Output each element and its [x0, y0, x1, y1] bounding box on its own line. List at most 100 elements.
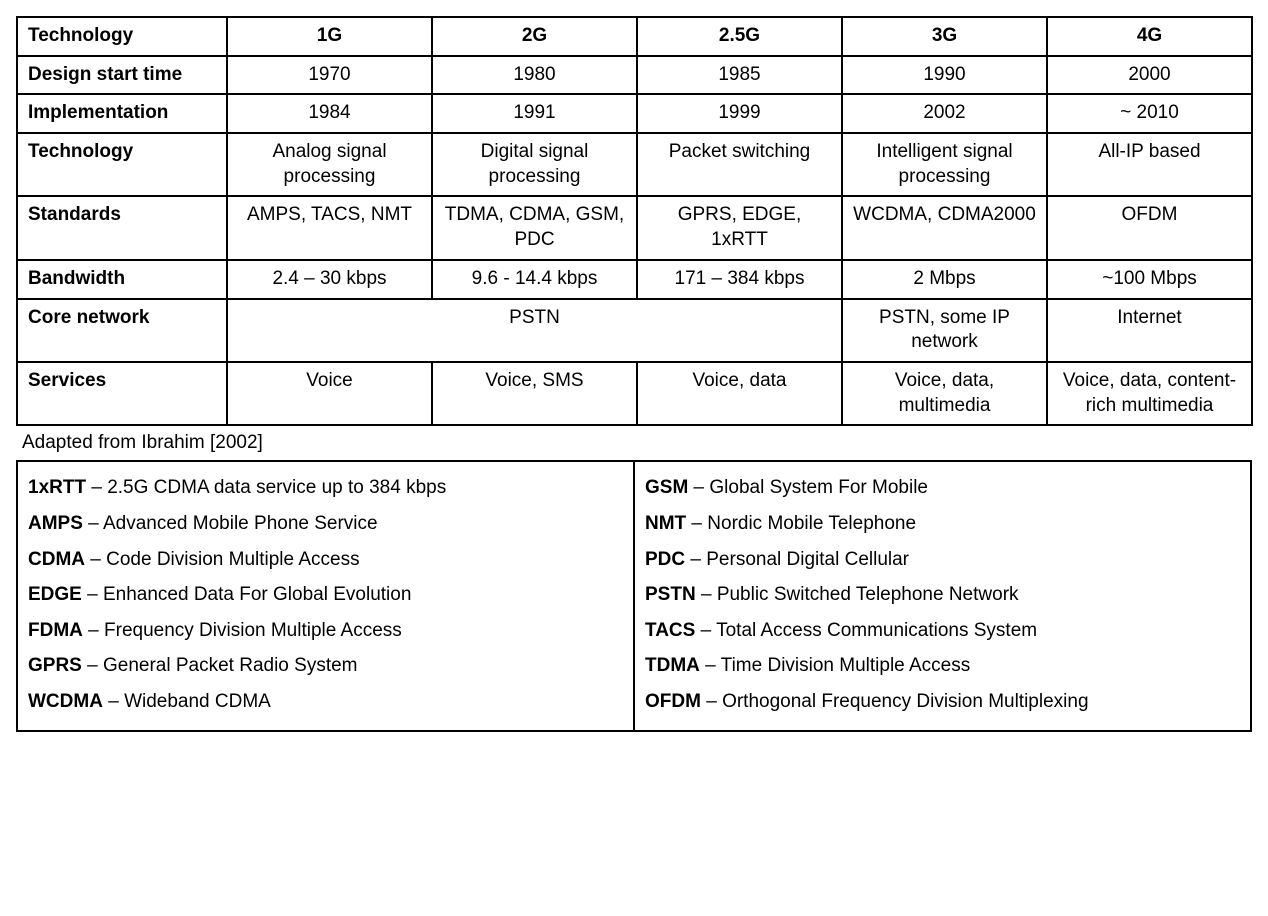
table-caption: Adapted from Ibrahim [2002]: [16, 426, 1252, 458]
table-cell: Analog signal processing: [227, 133, 432, 196]
table-cell: 1984: [227, 94, 432, 133]
table-row-services: Services Voice Voice, SMS Voice, data Vo…: [17, 362, 1252, 425]
table-row: TechnologyAnalog signal processingDigita…: [17, 133, 1252, 196]
glossary-definition: Total Access Communications System: [716, 620, 1037, 641]
table-cell: AMPS, TACS, NMT: [227, 196, 432, 259]
row-label: Technology: [17, 133, 227, 196]
table-row-core-network: Core network PSTN PSTN, some IP network …: [17, 299, 1252, 362]
glossary-definition: Advanced Mobile Phone Service: [103, 513, 378, 534]
glossary-term: CDMA: [28, 549, 85, 570]
table-row: StandardsAMPS, TACS, NMTTDMA, CDMA, GSM,…: [17, 196, 1252, 259]
row-label: Bandwidth: [17, 260, 227, 299]
glossary-term: PSTN: [645, 584, 696, 605]
table-row: Bandwidth2.4 – 30 kbps9.6 - 14.4 kbps171…: [17, 260, 1252, 299]
table-cell: 2 Mbps: [842, 260, 1047, 299]
table-cell: Digital signal processing: [432, 133, 637, 196]
glossary-definition: Orthogonal Frequency Division Multiplexi…: [722, 691, 1088, 712]
table-cell: 2002: [842, 94, 1047, 133]
glossary-item: TDMA – Time Division Multiple Access: [645, 648, 1240, 684]
table-cell: 1991: [432, 94, 637, 133]
table-cell: Packet switching: [637, 133, 842, 196]
glossary-definition: Code Division Multiple Access: [106, 549, 359, 570]
glossary-term: TACS: [645, 620, 695, 641]
row-label: Implementation: [17, 94, 227, 133]
glossary-term: OFDM: [645, 691, 701, 712]
row-label: Design start time: [17, 56, 227, 95]
glossary-item: 1xRTT – 2.5G CDMA data service up to 384…: [28, 470, 623, 506]
table-cell: 171 – 384 kbps: [637, 260, 842, 299]
glossary-definition: Time Division Multiple Access: [721, 655, 971, 676]
table-cell: Intelligent signal processing: [842, 133, 1047, 196]
table-cell: 1999: [637, 94, 842, 133]
header-gen: 2.5G: [637, 17, 842, 56]
table-cell: Voice, data: [637, 362, 842, 425]
glossary-item: TACS – Total Access Communications Syste…: [645, 613, 1240, 649]
table-cell: 1985: [637, 56, 842, 95]
glossary-term: 1xRTT: [28, 477, 86, 498]
glossary-definition: Nordic Mobile Telephone: [707, 513, 916, 534]
glossary-left-column: 1xRTT – 2.5G CDMA data service up to 384…: [17, 461, 634, 730]
table-cell: Voice, data, content-rich multimedia: [1047, 362, 1252, 425]
row-label: Services: [17, 362, 227, 425]
table-cell: 2.4 – 30 kbps: [227, 260, 432, 299]
glossary-item: AMPS – Advanced Mobile Phone Service: [28, 506, 623, 542]
document-root: Technology 1G 2G 2.5G 3G 4G Design start…: [16, 16, 1252, 732]
glossary-definition: Global System For Mobile: [709, 477, 928, 498]
glossary-definition: 2.5G CDMA data service up to 384 kbps: [107, 477, 446, 498]
glossary-term: GPRS: [28, 655, 82, 676]
table-cell: Voice, data, multimedia: [842, 362, 1047, 425]
row-label: Standards: [17, 196, 227, 259]
table-header-row: Technology 1G 2G 2.5G 3G 4G: [17, 17, 1252, 56]
table-cell: 1980: [432, 56, 637, 95]
table-cell: WCDMA, CDMA2000: [842, 196, 1047, 259]
glossary-definition: Wideband CDMA: [124, 691, 271, 712]
table-cell: OFDM: [1047, 196, 1252, 259]
glossary-item: CDMA – Code Division Multiple Access: [28, 542, 623, 578]
glossary-item: EDGE – Enhanced Data For Global Evolutio…: [28, 577, 623, 613]
glossary-term: WCDMA: [28, 691, 103, 712]
table-row: Implementation1984199119992002~ 2010: [17, 94, 1252, 133]
glossary-item: GSM – Global System For Mobile: [645, 470, 1240, 506]
header-gen: 3G: [842, 17, 1047, 56]
glossary-table: 1xRTT – 2.5G CDMA data service up to 384…: [16, 460, 1252, 731]
table-cell: All-IP based: [1047, 133, 1252, 196]
glossary-term: PDC: [645, 549, 685, 570]
core-network-4g: Internet: [1047, 299, 1252, 362]
header-gen: 4G: [1047, 17, 1252, 56]
glossary-term: EDGE: [28, 584, 82, 605]
table-cell: 2000: [1047, 56, 1252, 95]
row-label: Core network: [17, 299, 227, 362]
generations-table: Technology 1G 2G 2.5G 3G 4G Design start…: [16, 16, 1253, 426]
glossary-right-column: GSM – Global System For MobileNMT – Nord…: [634, 461, 1251, 730]
table-cell: ~ 2010: [1047, 94, 1252, 133]
table-cell: 9.6 - 14.4 kbps: [432, 260, 637, 299]
table-cell: 1990: [842, 56, 1047, 95]
table-row: Design start time19701980198519902000: [17, 56, 1252, 95]
header-label: Technology: [17, 17, 227, 56]
header-gen: 2G: [432, 17, 637, 56]
core-network-3g: PSTN, some IP network: [842, 299, 1047, 362]
glossary-definition: Public Switched Telephone Network: [717, 584, 1019, 605]
table-cell: TDMA, CDMA, GSM, PDC: [432, 196, 637, 259]
glossary-term: NMT: [645, 513, 686, 534]
glossary-definition: Personal Digital Cellular: [706, 549, 909, 570]
glossary-definition: Enhanced Data For Global Evolution: [103, 584, 411, 605]
table-cell: Voice, SMS: [432, 362, 637, 425]
glossary-item: OFDM – Orthogonal Frequency Division Mul…: [645, 684, 1240, 720]
glossary-item: NMT – Nordic Mobile Telephone: [645, 506, 1240, 542]
glossary-term: AMPS: [28, 513, 83, 534]
glossary-term: TDMA: [645, 655, 700, 676]
glossary-item: FDMA – Frequency Division Multiple Acces…: [28, 613, 623, 649]
glossary-definition: Frequency Division Multiple Access: [104, 620, 402, 641]
glossary-definition: General Packet Radio System: [103, 655, 358, 676]
glossary-item: GPRS – General Packet Radio System: [28, 648, 623, 684]
table-cell: GPRS, EDGE, 1xRTT: [637, 196, 842, 259]
table-cell: 1970: [227, 56, 432, 95]
glossary-item: WCDMA – Wideband CDMA: [28, 684, 623, 720]
header-gen: 1G: [227, 17, 432, 56]
glossary-term: FDMA: [28, 620, 83, 641]
glossary-item: PSTN – Public Switched Telephone Network: [645, 577, 1240, 613]
table-cell: Voice: [227, 362, 432, 425]
table-cell: ~100 Mbps: [1047, 260, 1252, 299]
core-network-span: PSTN: [227, 299, 842, 362]
